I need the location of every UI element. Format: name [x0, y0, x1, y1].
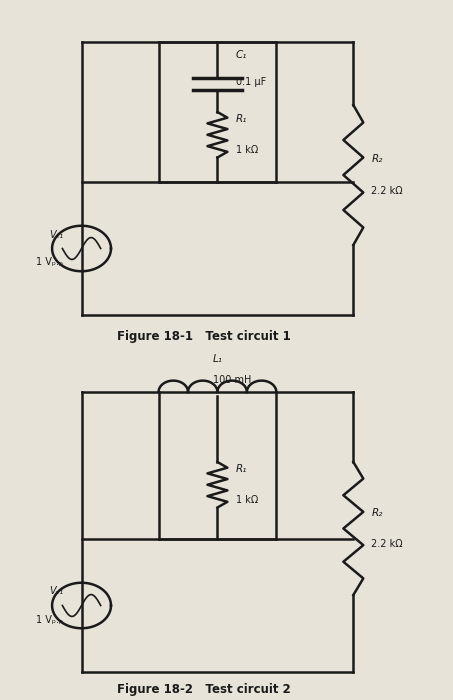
Text: R₂: R₂ [371, 508, 383, 518]
Text: 100 mH: 100 mH [213, 375, 251, 385]
Text: 2.2 kΩ: 2.2 kΩ [371, 186, 403, 195]
Text: Vₛ₁: Vₛ₁ [49, 230, 63, 239]
Text: 2.2 kΩ: 2.2 kΩ [371, 539, 403, 549]
Text: R₂: R₂ [371, 155, 383, 164]
Text: 1 kΩ: 1 kΩ [236, 146, 258, 155]
Text: 1 Vₚ.ₚ: 1 Vₚ.ₚ [36, 615, 63, 624]
Text: R₁: R₁ [236, 114, 247, 125]
Text: 0.1 μF: 0.1 μF [236, 77, 266, 87]
Text: R₁: R₁ [236, 464, 247, 475]
Text: 1 kΩ: 1 kΩ [236, 496, 258, 505]
Text: C₁: C₁ [236, 50, 247, 60]
Text: Figure 18-2   Test circuit 2: Figure 18-2 Test circuit 2 [117, 683, 291, 696]
Text: Vₛ₁: Vₛ₁ [49, 587, 63, 596]
Text: Figure 18-1   Test circuit 1: Figure 18-1 Test circuit 1 [117, 330, 291, 343]
Text: L₁: L₁ [213, 354, 223, 364]
Text: 1 Vₚ.ₚ: 1 Vₚ.ₚ [36, 258, 63, 267]
